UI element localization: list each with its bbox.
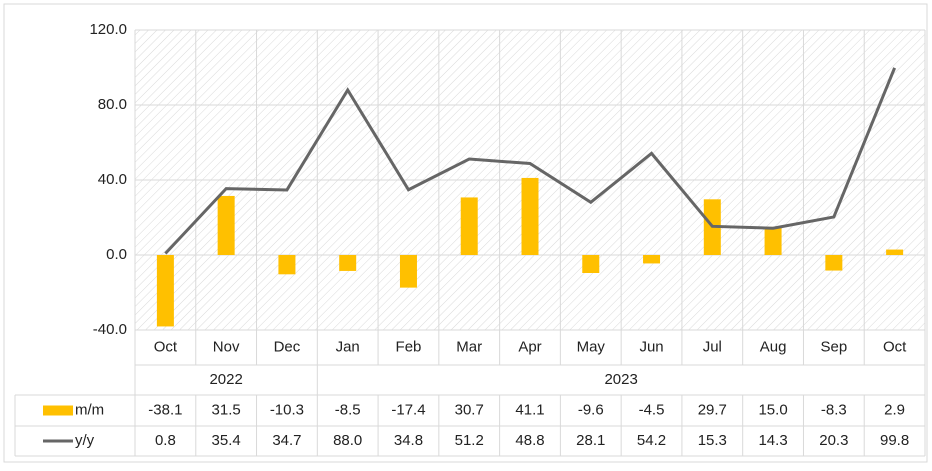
table-value: 99.8 (880, 432, 909, 449)
table-value: 48.8 (515, 432, 544, 449)
year-label: 2022 (209, 371, 242, 388)
table-value: -8.5 (335, 401, 361, 418)
bar (521, 177, 539, 255)
table-value: 28.1 (576, 432, 605, 449)
x-tick-label: Sep (820, 338, 847, 355)
table-value: 51.2 (455, 432, 484, 449)
x-tick-label: Jun (639, 338, 663, 355)
table-value: 31.5 (212, 401, 241, 418)
line (164, 67, 897, 255)
bar (217, 195, 235, 255)
bar (156, 255, 174, 327)
table-value: 88.0 (333, 432, 362, 449)
bar (278, 255, 296, 275)
bar (339, 255, 357, 271)
table-value: -9.6 (578, 401, 604, 418)
table-value: -8.3 (821, 401, 847, 418)
table-value: 0.8 (155, 432, 176, 449)
x-tick-label: Dec (274, 338, 301, 355)
year-label: 2023 (604, 371, 637, 388)
table-value: 41.1 (515, 401, 544, 418)
x-tick-label: Jul (703, 338, 722, 355)
y-tick-label: 80.0 (98, 96, 127, 113)
x-tick-label: Nov (213, 338, 240, 355)
table-value: -38.1 (148, 401, 182, 418)
table-value: -10.3 (270, 401, 304, 418)
legend-label: m/m (75, 401, 104, 418)
y-tick-label: 40.0 (98, 171, 127, 188)
table-value: 15.3 (698, 432, 727, 449)
bar (643, 255, 661, 264)
table-value: 29.7 (698, 401, 727, 418)
bar (399, 255, 417, 288)
x-tick-label: Oct (883, 338, 907, 355)
y-tick-label: -40.0 (93, 321, 127, 338)
x-tick-label: May (577, 338, 606, 355)
bar (582, 255, 600, 273)
x-tick-label: Apr (518, 338, 541, 355)
x-tick-label: Jan (336, 338, 360, 355)
table-value: -4.5 (639, 401, 665, 418)
table-value: -17.4 (391, 401, 425, 418)
bar (460, 197, 478, 255)
legend-swatch (43, 405, 73, 416)
y-tick-label: 0.0 (106, 246, 127, 263)
legend-label: y/y (75, 432, 95, 449)
table-value: 34.7 (272, 432, 301, 449)
table-value: 54.2 (637, 432, 666, 449)
table-value: 34.8 (394, 432, 423, 449)
table-value: 20.3 (819, 432, 848, 449)
x-tick-label: Feb (396, 338, 422, 355)
table-value: 14.3 (758, 432, 787, 449)
table-value: 35.4 (212, 432, 241, 449)
y-tick-label: 120.0 (89, 21, 127, 38)
table-value: 2.9 (884, 401, 905, 418)
table-value: 15.0 (758, 401, 787, 418)
bar (825, 255, 843, 271)
bar (886, 249, 904, 255)
x-tick-label: Aug (760, 338, 787, 355)
bar (764, 226, 782, 255)
x-tick-label: Oct (154, 338, 178, 355)
x-tick-label: Mar (456, 338, 482, 355)
table-value: 30.7 (455, 401, 484, 418)
